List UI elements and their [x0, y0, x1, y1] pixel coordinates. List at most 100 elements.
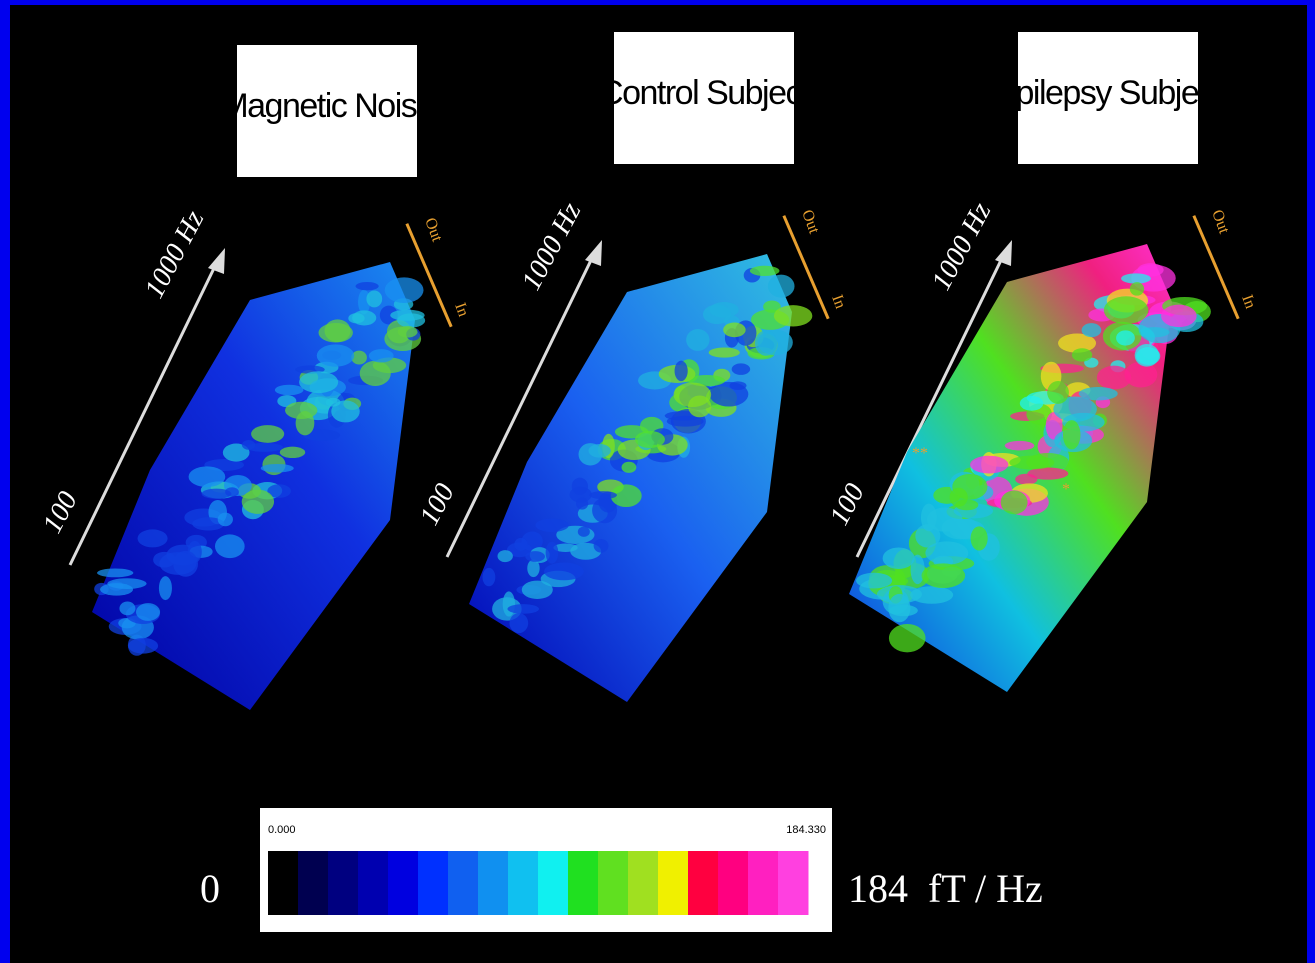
surface-bump	[535, 518, 568, 532]
surface-bump	[1104, 296, 1149, 324]
surface-bump	[1116, 330, 1135, 345]
surface-bump	[1079, 387, 1118, 400]
surface-bump	[159, 552, 196, 575]
surface-bump	[390, 310, 424, 321]
surface-bump	[498, 550, 513, 562]
surface-bump	[768, 275, 795, 298]
surface-bump	[348, 313, 364, 323]
colorbar-segment	[658, 851, 689, 915]
colorbar-segment	[268, 851, 299, 915]
surface-bump	[251, 425, 284, 443]
annotation: **	[912, 445, 928, 462]
surface-bump	[1124, 362, 1157, 388]
surface-bump	[888, 594, 910, 622]
surface-bump	[1161, 305, 1197, 327]
surface-bump	[572, 478, 588, 495]
surface-bump	[589, 491, 617, 499]
panel-title: Magnetic Noise	[220, 87, 434, 125]
colorbar-segment	[358, 851, 389, 915]
colorbar-segment	[598, 851, 629, 915]
surface-bump	[317, 344, 354, 366]
colorbar-tick: 0.000	[268, 824, 296, 836]
colorbar-tick: 184.330	[786, 824, 826, 836]
surface-bump	[482, 568, 495, 586]
colorbar-segment	[568, 851, 599, 915]
surface-bump	[921, 563, 965, 588]
surface-bump	[385, 277, 424, 303]
panel-title: Control Subject	[599, 74, 811, 112]
colorbar-min: 0	[200, 866, 220, 911]
surface-bump	[1072, 348, 1092, 361]
surface-bump	[119, 601, 135, 615]
surface-bump	[136, 603, 160, 621]
surface-bump	[398, 326, 418, 338]
surface-bump	[366, 290, 382, 307]
surface-bump	[576, 498, 588, 510]
surface-bump	[509, 613, 528, 633]
surface-bump	[275, 385, 304, 395]
surface-bump	[544, 563, 584, 581]
surface-bump	[546, 542, 559, 564]
colorbar-segment	[508, 851, 539, 915]
colorbar-max: 184 fT / Hz	[848, 866, 1043, 911]
surface-bump	[522, 581, 553, 599]
surface-bump	[261, 464, 294, 472]
surface-bump	[525, 551, 545, 562]
colorbar-segment	[328, 851, 359, 915]
surface-bump	[1047, 381, 1069, 404]
surface-bump	[503, 591, 515, 616]
colorbar-segment	[748, 851, 779, 915]
colorbar-segment	[388, 851, 419, 915]
surface-bump	[927, 507, 963, 531]
surface-bump	[215, 534, 245, 558]
panel-title: Epilepsy Subject	[994, 74, 1223, 112]
surface-bump	[280, 447, 305, 458]
surface-bump	[325, 319, 351, 342]
colorbar-segment	[538, 851, 569, 915]
surface-bump	[883, 547, 915, 568]
surface-bump	[950, 488, 968, 507]
colorbar-segment	[688, 851, 719, 915]
surface-bump	[971, 526, 988, 550]
surface-bump	[856, 573, 892, 589]
surface-bump	[709, 348, 740, 358]
surface-bump	[1020, 396, 1044, 411]
surface-bump	[1082, 323, 1102, 337]
surface-bump	[723, 323, 745, 338]
surface-bump	[578, 527, 590, 537]
colorbar-segment	[628, 851, 659, 915]
surface-bump	[703, 305, 731, 324]
surface-bump	[369, 349, 394, 362]
surface-bump	[732, 363, 750, 375]
colorbar-segment	[478, 851, 509, 915]
surface-bump	[242, 490, 274, 514]
surface-bump	[299, 371, 338, 393]
surface-bump	[514, 538, 527, 551]
surface-bump	[750, 266, 780, 276]
colorbar-segment	[448, 851, 479, 915]
surface-bump	[285, 402, 317, 419]
surface-bump	[159, 576, 172, 600]
surface-bump	[889, 624, 926, 652]
surface-bump	[242, 440, 255, 450]
colorbar-segment	[418, 851, 449, 915]
colorbar-segment	[298, 851, 329, 915]
surface-bump	[356, 282, 379, 290]
surface-bump	[688, 395, 711, 417]
surface-bump	[1130, 282, 1144, 296]
surface-bump	[202, 489, 232, 499]
surface-bump	[1009, 456, 1054, 470]
surface-bump	[1001, 491, 1028, 515]
colorbar-strip	[268, 851, 809, 915]
surface-bump	[97, 568, 133, 577]
surface-bump	[755, 330, 777, 356]
surface-bump	[1135, 344, 1159, 367]
surface-bump	[1121, 273, 1151, 283]
surface-bump	[218, 513, 233, 527]
surface-bump	[507, 604, 539, 614]
surface-bump	[675, 361, 688, 381]
surface-bump	[594, 539, 609, 553]
surface-bump	[579, 443, 603, 465]
colorbar-segment	[778, 851, 809, 915]
surface-bump	[138, 529, 168, 547]
